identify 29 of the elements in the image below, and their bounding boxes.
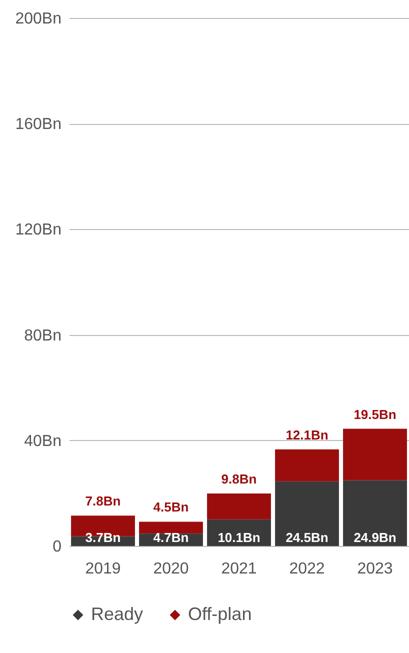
x-tick-label: 2019 [85, 560, 121, 578]
x-tick-label: 2022 [289, 560, 325, 578]
bar [343, 480, 407, 546]
text: 10.1Bn [218, 530, 260, 545]
legend-label: Ready [91, 604, 144, 624]
y-tick-label: 80Bn [24, 327, 62, 344]
x-tick-label: 2020 [153, 560, 189, 578]
bar [207, 493, 271, 520]
bar [275, 481, 339, 546]
legend-label: Off-plan [188, 604, 252, 624]
text: 7.8Bn [85, 494, 121, 509]
y-tick-label: 200Bn [15, 10, 62, 28]
text: 4.7Bn [153, 530, 189, 545]
y-tick-label: 120Bn [15, 222, 62, 239]
y-tick-label: 40Bn [24, 432, 62, 450]
text: 19.5Bn [354, 406, 396, 422]
text: 3.7Bn [85, 530, 121, 545]
x-tick-label: 2023 [357, 560, 393, 578]
bar [275, 449, 339, 482]
text: 9.8Bn [221, 471, 257, 486]
x-tick-label: 2021 [221, 560, 257, 578]
bar [139, 522, 203, 534]
bar [343, 428, 407, 480]
y-tick-label: 0 [52, 538, 62, 556]
y-tick-label: 160Bn [15, 116, 62, 134]
text: 24.5Bn [286, 530, 328, 545]
text: 24.9Bn [354, 530, 396, 545]
text: 12.1Bn [286, 427, 328, 442]
text: 4.5Bn [153, 500, 189, 515]
